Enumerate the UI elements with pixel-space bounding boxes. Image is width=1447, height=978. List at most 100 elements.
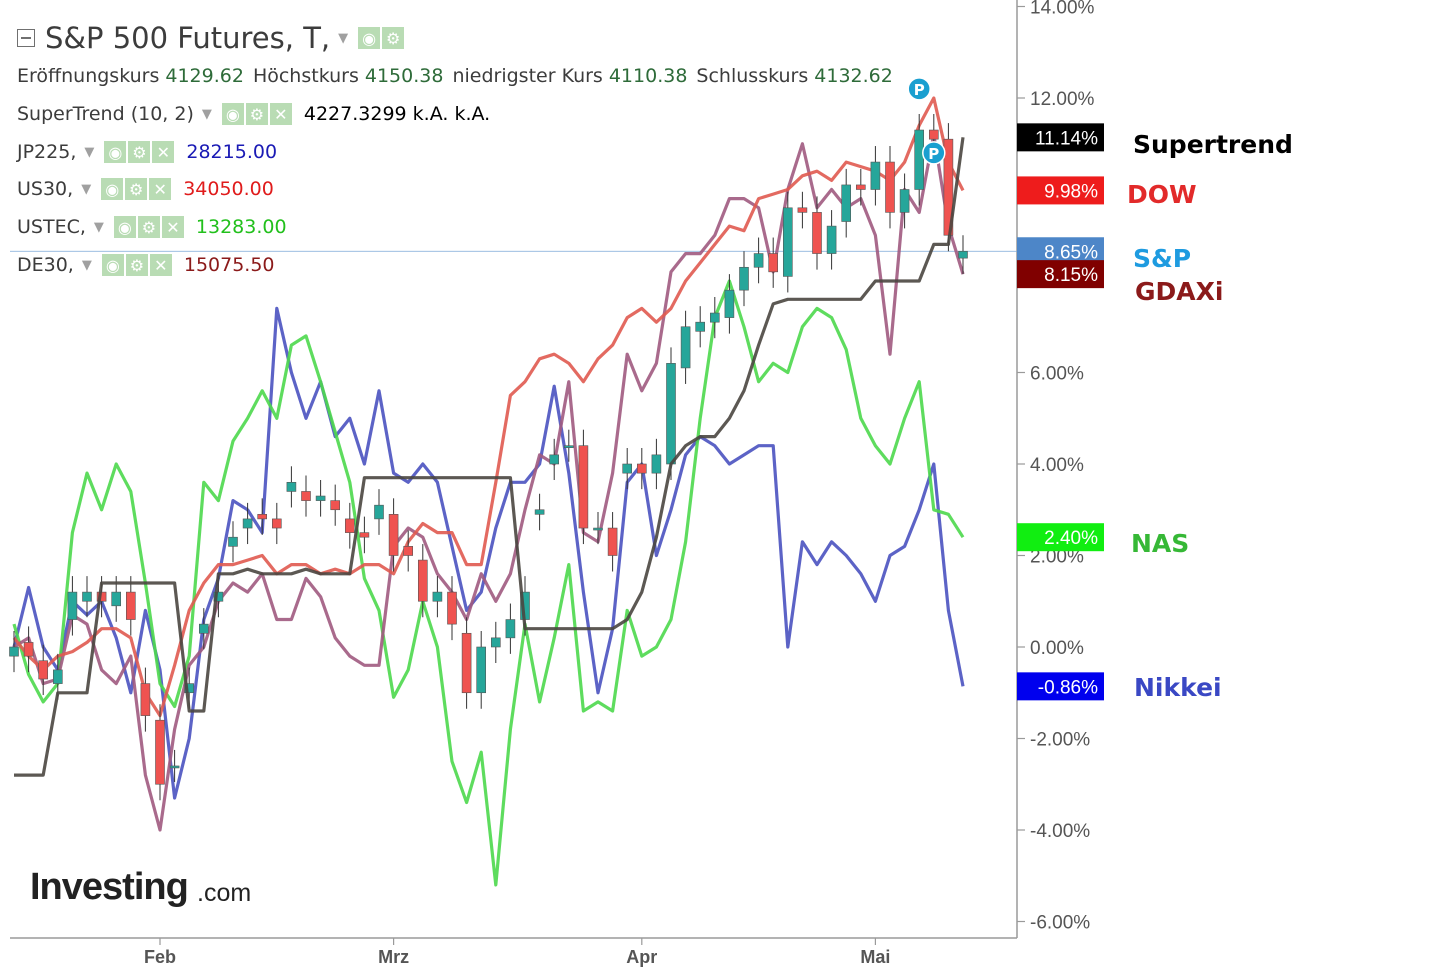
side-label-gdaxi: GDAXi <box>1135 277 1224 306</box>
candle-up <box>82 591 92 602</box>
candle-up <box>709 312 720 323</box>
gear-icon[interactable]: ⚙ <box>382 27 405 49</box>
candle-up <box>914 129 925 190</box>
indicator-label: DE30, <box>17 254 74 276</box>
series-line-nikkei <box>12 306 965 800</box>
indicator-value: 13283.00 <box>195 216 287 238</box>
candle-down <box>578 445 589 529</box>
low-label: niedrigster Kurs <box>452 65 603 87</box>
candle-down <box>388 514 399 556</box>
candle-up <box>958 250 968 259</box>
candle-down <box>359 532 370 538</box>
indicator-value: 4227.3299 k.A. k.A. <box>303 103 491 125</box>
candle-up <box>374 504 384 520</box>
high-label: Höchstkurs <box>252 65 359 87</box>
candle-up <box>286 481 297 492</box>
open-label: Eröffnungskurs <box>17 65 160 87</box>
close-value: 4132.62 <box>814 65 893 87</box>
candle-down <box>301 491 311 501</box>
gear-icon[interactable]: ⚙ <box>125 254 148 276</box>
candle-up <box>432 591 443 602</box>
eye-icon[interactable]: ◉ <box>358 27 381 49</box>
candle-up <box>228 536 238 547</box>
x-tick-label: Apr <box>626 947 657 967</box>
indicator-label: USTEC, <box>17 216 86 238</box>
gear-icon[interactable]: ⚙ <box>245 103 268 125</box>
chevron-down-icon[interactable]: ▼ <box>81 181 92 197</box>
indicator-row-de30: DE30, ▼ ◉ ⚙ ✕ 15075.50 <box>17 252 275 278</box>
candle-up <box>490 637 501 648</box>
indicator-row-ustec: USTEC, ▼ ◉ ⚙ ✕ 13283.00 <box>17 214 287 240</box>
chevron-down-icon[interactable]: ▼ <box>84 144 95 160</box>
candle-down <box>607 527 618 556</box>
side-label-dow: DOW <box>1127 180 1197 209</box>
eye-icon[interactable]: ◉ <box>104 141 127 163</box>
side-label-nas: NAS <box>1131 529 1190 558</box>
pivot-marker-label: P <box>928 145 939 163</box>
candle-up <box>315 495 326 501</box>
candle-down <box>403 546 414 556</box>
candle-up <box>242 518 253 529</box>
candle-up <box>841 184 852 222</box>
chevron-down-icon[interactable]: ▼ <box>81 257 92 273</box>
indicator-row-jp225: JP225, ▼ ◉ ⚙ ✕ 28215.00 <box>17 139 277 165</box>
collapse-icon[interactable] <box>17 29 35 47</box>
side-label-supertrend: Supertrend <box>1133 130 1293 159</box>
series-line-supertrend <box>14 137 965 777</box>
price-tag-label: -0.86% <box>1038 677 1098 698</box>
close-icon[interactable]: ✕ <box>152 141 175 163</box>
gear-icon[interactable]: ⚙ <box>137 216 160 238</box>
candle-up <box>476 646 487 694</box>
candle-down <box>461 632 472 694</box>
candle-down <box>155 719 165 785</box>
price-tag <box>1017 176 1104 205</box>
ohlc-row: Eröffnungskurs 4129.62 Höchstkurs 4150.3… <box>17 63 902 89</box>
candle-up <box>622 463 633 474</box>
price-tag-label: 9.98% <box>1044 181 1098 202</box>
chevron-down-icon[interactable]: ▼ <box>201 106 212 122</box>
candle-up <box>67 591 78 620</box>
indicator-value: 28215.00 <box>186 141 278 163</box>
eye-icon[interactable]: ◉ <box>101 254 124 276</box>
x-tick-label: Mrz <box>378 947 409 967</box>
eye-icon[interactable]: ◉ <box>113 216 136 238</box>
price-tag <box>1017 672 1104 701</box>
gear-icon[interactable]: ⚙ <box>125 178 148 200</box>
candle-up <box>169 765 180 769</box>
y-tick-label: 4.00% <box>1030 455 1084 476</box>
indicator-label: JP225, <box>17 141 77 163</box>
indicator-label: SuperTrend (10, 2) <box>17 103 194 125</box>
close-icon[interactable]: ✕ <box>149 254 172 276</box>
candle-up <box>651 454 662 474</box>
eye-icon[interactable]: ◉ <box>221 103 244 125</box>
y-tick-label: 12.00% <box>1030 89 1095 110</box>
chevron-down-icon[interactable]: ▼ <box>338 30 349 46</box>
y-tick-label: -6.00% <box>1030 913 1090 934</box>
candle-up <box>899 189 910 213</box>
candle-up <box>753 253 764 268</box>
series-line-gdaxi <box>13 133 965 832</box>
gear-icon[interactable]: ⚙ <box>128 141 151 163</box>
candle-down <box>928 129 939 140</box>
close-icon[interactable]: ✕ <box>269 103 292 125</box>
candle-up <box>52 669 63 684</box>
candle-up <box>9 646 19 657</box>
candle-down <box>812 212 822 254</box>
open-value: 4129.62 <box>165 65 244 87</box>
investing-logo: Investing <box>30 866 189 908</box>
indicator-value: 15075.50 <box>183 254 275 276</box>
side-label-sp: S&P <box>1133 244 1192 273</box>
price-tag-label: 2.40% <box>1044 528 1098 549</box>
chevron-down-icon[interactable]: ▼ <box>93 219 104 235</box>
y-tick-label: -2.00% <box>1030 730 1090 751</box>
price-tag <box>1017 260 1104 289</box>
candle-up <box>593 527 603 531</box>
close-icon[interactable]: ✕ <box>161 216 184 238</box>
close-icon[interactable]: ✕ <box>149 178 172 200</box>
series-line-nas <box>12 279 965 887</box>
candle-down <box>271 518 282 529</box>
y-tick-label: 2.00% <box>1030 547 1084 568</box>
eye-icon[interactable]: ◉ <box>101 178 124 200</box>
